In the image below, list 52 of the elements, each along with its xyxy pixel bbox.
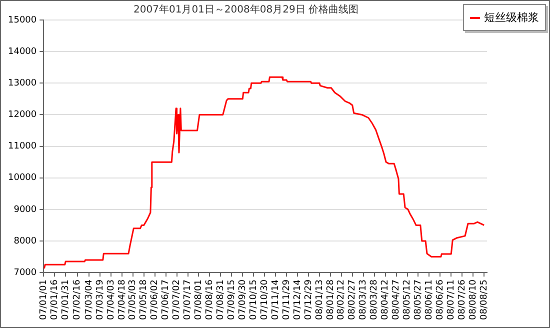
x-tick-label: 07/12/14 xyxy=(292,279,303,320)
x-tick-label: 07/06/17 xyxy=(161,280,172,320)
x-tick-label: 07/07/02 xyxy=(172,280,182,320)
x-tick-label: 07/01/01 xyxy=(38,280,49,320)
x-tick-label: 07/04/18 xyxy=(117,279,128,320)
x-tick-label: 07/07/17 xyxy=(183,280,194,320)
x-tick-label: 07/11/14 xyxy=(270,279,281,320)
x-tick-label: 08/04/12 xyxy=(380,280,391,320)
x-tick-label: 08/02/27 xyxy=(348,280,358,320)
x-tick-label: 07/10/30 xyxy=(260,279,270,320)
x-tick-label: 08/07/26 xyxy=(457,279,468,320)
x-tick-label: 07/09/30 xyxy=(238,279,248,320)
x-tick-label: 07/02/16 xyxy=(72,279,83,320)
x-tick-label: 07/05/18 xyxy=(139,279,150,320)
y-tick-label: 11000 xyxy=(8,142,37,152)
x-tick-label: 07/08/01 xyxy=(194,280,204,320)
x-tick-label: 07/10/15 xyxy=(248,280,259,320)
x-tick-label: 08/03/28 xyxy=(370,279,380,320)
x-tick-label: 08/05/12 xyxy=(402,280,413,320)
x-tick-label: 08/01/13 xyxy=(314,280,325,320)
x-tick-label: 07/08/31 xyxy=(216,280,226,320)
x-tick-label: 08/06/26 xyxy=(436,279,446,320)
y-tick-label: 14000 xyxy=(8,46,37,57)
x-tick-label: 07/03/04 xyxy=(84,279,94,320)
x-tick-label: 07/05/03 xyxy=(128,280,138,320)
x-tick-label: 08/08/10 xyxy=(468,279,478,320)
x-tick-label: 08/05/27 xyxy=(414,280,424,320)
y-tick-label: 7000 xyxy=(14,268,37,278)
x-tick-label: 08/07/11 xyxy=(446,280,456,320)
y-tick-label: 13000 xyxy=(8,78,37,88)
x-tick-label: 07/01/31 xyxy=(60,280,71,320)
y-tick-label: 10000 xyxy=(8,173,37,184)
legend-label: 短丝级棉浆 xyxy=(484,10,539,25)
x-tick-label: 08/03/13 xyxy=(358,280,369,320)
x-tick-label: 08/02/12 xyxy=(336,280,347,320)
x-tick-label: 08/04/27 xyxy=(392,280,402,320)
x-tick-label: 08/08/25 xyxy=(479,280,490,320)
x-tick-label: 07/01/16 xyxy=(50,279,60,320)
x-tick-label: 07/08/16 xyxy=(205,279,216,320)
x-tick-label: 07/04/03 xyxy=(106,280,116,320)
x-tick-label: 08/01/28 xyxy=(326,279,336,320)
chart-title: 2007年01月01日～2008年08月29日 价格曲线图 xyxy=(134,4,358,16)
x-tick-label: 08/06/11 xyxy=(424,280,435,320)
x-tick-label: 07/12/29 xyxy=(304,279,314,320)
x-tick-label: 07/03/19 xyxy=(95,279,106,320)
y-tick-label: 9000 xyxy=(14,204,37,215)
x-tick-label: 07/11/29 xyxy=(282,279,292,320)
x-tick-label: 07/09/15 xyxy=(227,280,238,320)
y-tick-label: 8000 xyxy=(14,236,37,246)
x-tick-label: 07/06/02 xyxy=(150,280,160,320)
y-tick-label: 15000 xyxy=(8,15,37,26)
y-tick-label: 12000 xyxy=(8,110,37,120)
